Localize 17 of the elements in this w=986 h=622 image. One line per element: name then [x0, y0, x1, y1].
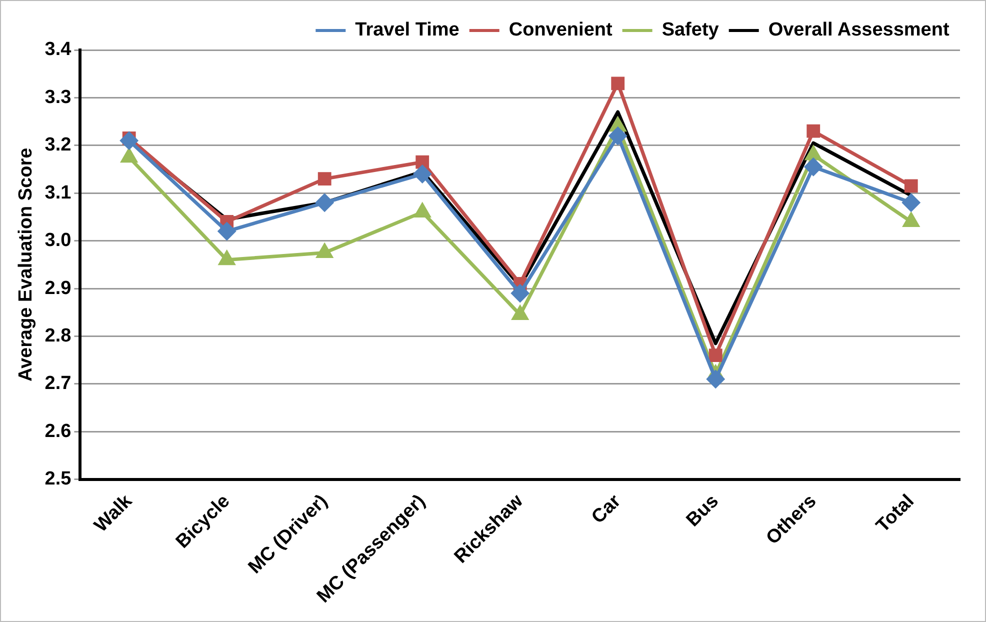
legend-label: Overall Assessment: [768, 20, 950, 41]
y-axis-title: Average Evaluation Score: [16, 148, 37, 382]
y-tick-label: 2.9: [44, 278, 72, 299]
legend-label: Convenient: [508, 20, 613, 41]
legend-label: Travel Time: [355, 20, 460, 41]
y-tick-label: 2.8: [44, 325, 72, 346]
y-tick-label: 3.3: [44, 86, 72, 108]
y-tick-label: 3.0: [44, 230, 72, 252]
y-tick-label: 3.2: [44, 134, 72, 156]
y-tick-label: 3.4: [44, 39, 72, 60]
y-tick-label: 2.7: [44, 373, 72, 394]
x-tick-label: Car: [588, 490, 626, 528]
y-tick-label: 2.5: [44, 468, 72, 490]
y-tick-label: 3.1: [44, 182, 72, 204]
x-tick-label: Bus: [682, 490, 723, 532]
y-tick-label: 2.6: [44, 420, 72, 442]
legend-label: Safety: [662, 20, 720, 41]
